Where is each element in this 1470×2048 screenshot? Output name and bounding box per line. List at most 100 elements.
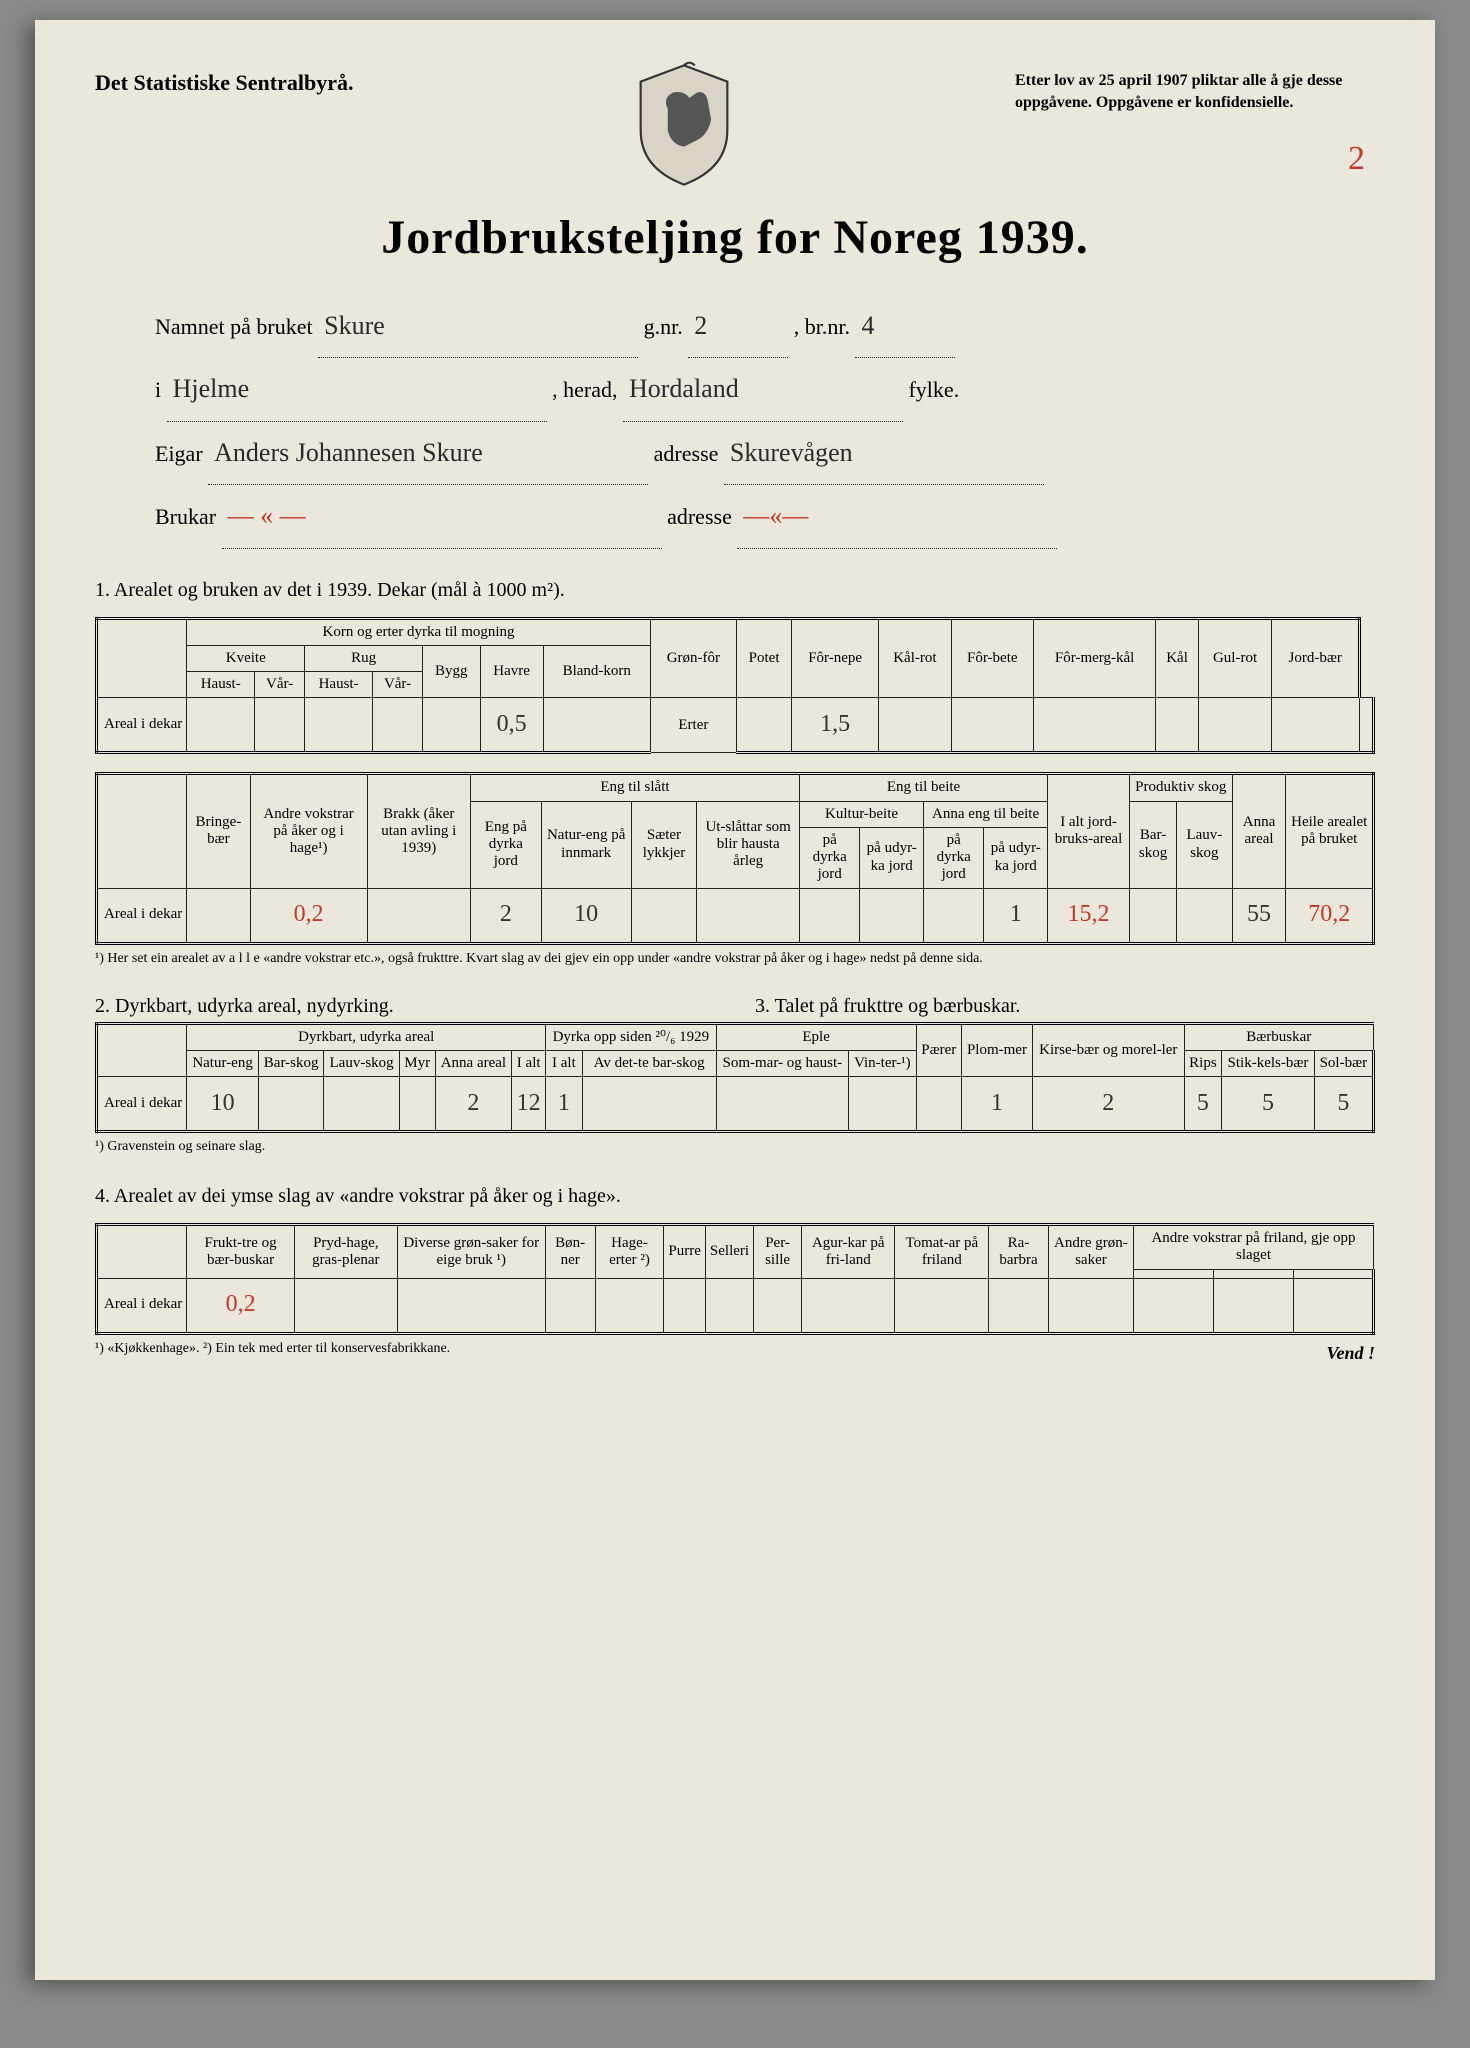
eigar-label: Eigar: [155, 441, 203, 466]
rips-val: 5: [1184, 1077, 1222, 1132]
table-section1b: Bringe-bær Andre vokstrar på åker og i h…: [95, 772, 1375, 944]
gnr-value: 2: [688, 295, 788, 358]
bringebaer: Bringe-bær: [187, 774, 250, 888]
coat-of-arms-icon: [629, 60, 739, 190]
purre: Purre: [664, 1225, 706, 1279]
census-form-page: 2 Det Statistiske Sentralbyrå. Etter lov…: [35, 20, 1435, 1980]
andre-gron: Andre grøn-saker: [1048, 1225, 1133, 1279]
diverse: Diverse grøn-saker for eige bruk ¹): [397, 1225, 545, 1279]
brukar-adresse-value: —«—: [737, 485, 1057, 548]
ialt-val: 15,2: [1048, 888, 1130, 943]
table-section2-3: Dyrkbart, udyrka areal Dyrka opp siden ²…: [95, 1022, 1375, 1134]
adresse-label: adresse: [654, 441, 719, 466]
brnr-label: , br.nr.: [794, 314, 850, 339]
i-value: Hjelme: [167, 358, 547, 421]
hageerter: Hage-erter ²): [595, 1225, 664, 1279]
haust2: Haust-: [305, 672, 373, 698]
baerbuskar: Bærbuskar: [1184, 1023, 1373, 1050]
eng-slatt: Eng til slått: [470, 774, 799, 801]
lauvskog2: Lauv-skog: [324, 1050, 399, 1076]
prod-skog: Produktiv skog: [1129, 774, 1232, 801]
lauvskog: Lauv-skog: [1177, 801, 1232, 888]
adresse-value: Skurevågen: [724, 422, 1044, 485]
solbaer: Sol-bær: [1314, 1050, 1373, 1076]
gnr-label: g.nr.: [644, 314, 683, 339]
herad-value: Hordaland: [623, 358, 903, 421]
andre-friland: Andre vokstrar på friland, gje opp slage…: [1134, 1225, 1374, 1270]
section3-title: 3. Talet på frukttre og bærbuskar.: [755, 995, 1375, 1018]
paerer: Pærer: [916, 1023, 961, 1077]
persille: Per-sille: [754, 1225, 802, 1279]
ialt2: I alt: [512, 1050, 546, 1076]
havre-val: 0,5: [480, 698, 543, 753]
barskog2: Bar-skog: [258, 1050, 324, 1076]
eng-beite: Eng til beite: [800, 774, 1048, 801]
corner-mark: 2: [1348, 140, 1365, 178]
haust1: Haust-: [187, 672, 255, 698]
fylke-label: fylke.: [908, 377, 959, 402]
fornepe: Fôr-nepe: [792, 618, 879, 698]
bygg: Bygg: [423, 645, 480, 698]
pa-dyrka1: på dyrka jord: [800, 827, 860, 888]
namnet-label: Namnet på bruket: [155, 314, 313, 339]
natureng: Natur-eng på innmark: [541, 801, 631, 888]
formergkal: Fôr-merg-kål: [1033, 618, 1155, 698]
areal-label-4: Areal i dekar: [97, 1278, 187, 1333]
pa-udyrka2: på udyr-ka jord: [984, 827, 1048, 888]
rips: Rips: [1184, 1050, 1222, 1076]
table-section4: Frukt-tre og bær-buskar Pryd-hage, gras-…: [95, 1223, 1375, 1335]
kulturbeite: Kultur-beite: [800, 801, 924, 827]
dyrka-opp: Dyrka opp siden ²⁰/₆ 1929: [546, 1023, 716, 1050]
kirsebaer: Kirse-bær og morel-ler: [1032, 1023, 1184, 1077]
bureau-name: Det Statistiske Sentralbyrå.: [95, 70, 353, 96]
eng-dyrka-val: 2: [470, 888, 541, 943]
anna2: Anna areal: [435, 1050, 512, 1076]
page-title: Jordbruksteljing for Noreg 1939.: [95, 210, 1375, 265]
i-label: i: [155, 377, 161, 402]
anna-areal-val: 55: [1232, 888, 1286, 943]
blandkorn: Bland-korn: [543, 645, 650, 698]
prydhage: Pryd-hage, gras-plenar: [294, 1225, 397, 1279]
korn-header: Korn og erter dyrka til mogning: [187, 618, 650, 645]
jordbaer: Jord-bær: [1272, 618, 1360, 698]
gronfor: Grøn-fôr: [650, 618, 736, 698]
vinter: Vin-ter-¹): [849, 1050, 917, 1076]
sommar: Som-mar- og haust-: [716, 1050, 848, 1076]
brukar-value: — « —: [222, 485, 662, 548]
heile: Heile arealet på bruket: [1286, 774, 1374, 888]
areal-label: Areal i dekar: [97, 698, 187, 753]
agurkar: Agur-kar på fri-land: [802, 1225, 895, 1279]
section4-title: 4. Arealet av dei ymse slag av «andre vo…: [95, 1185, 1375, 1208]
anna-beite: Anna eng til beite: [924, 801, 1048, 827]
eigar-value: Anders Johannesen Skure: [208, 422, 648, 485]
andre-val: 0,2: [250, 888, 367, 943]
brnr-value: 4: [855, 295, 955, 358]
ialt-jord: I alt jord-bruks-areal: [1048, 774, 1130, 888]
vaar2: Vår-: [373, 672, 423, 698]
dyrka-opp-val: 1: [546, 1077, 583, 1132]
rug: Rug: [305, 645, 423, 671]
erter: Erter: [650, 698, 736, 753]
selleri: Selleri: [705, 1225, 753, 1279]
kirsebaer-val: 2: [1032, 1077, 1184, 1132]
plommer: Plom-mer: [961, 1023, 1032, 1077]
legal-notice: Etter lov av 25 april 1907 pliktar alle …: [1015, 70, 1375, 113]
heile-val: 70,2: [1286, 888, 1374, 943]
rabarbra: Ra-barbra: [989, 1225, 1049, 1279]
natureng-val: 10: [541, 888, 631, 943]
stikkels: Stik-kels-bær: [1222, 1050, 1314, 1076]
stikkels-val: 5: [1222, 1077, 1314, 1132]
areal-label-1b: Areal i dekar: [97, 888, 187, 943]
forbete: Fôr-bete: [951, 618, 1033, 698]
myr: Myr: [399, 1050, 435, 1076]
utslatt: Ut-slåttar som blir hausta årleg: [697, 801, 800, 888]
vend: Vend !: [1326, 1343, 1375, 1364]
potet: Potet: [737, 618, 792, 698]
dyrkbart: Dyrkbart, udyrka areal: [187, 1023, 546, 1050]
havre: Havre: [480, 645, 543, 698]
footnote-4: ¹) «Kjøkkenhage». ²) Ein tek med erter t…: [95, 1341, 450, 1364]
footnote-2: ¹) Gravenstein og seinare slag.: [95, 1139, 1375, 1155]
section1-title: 1. Arealet og bruken av det i 1939. Deka…: [95, 579, 1375, 602]
areal-label-2: Areal i dekar: [97, 1077, 187, 1132]
ialt2-val: 12: [512, 1077, 546, 1132]
